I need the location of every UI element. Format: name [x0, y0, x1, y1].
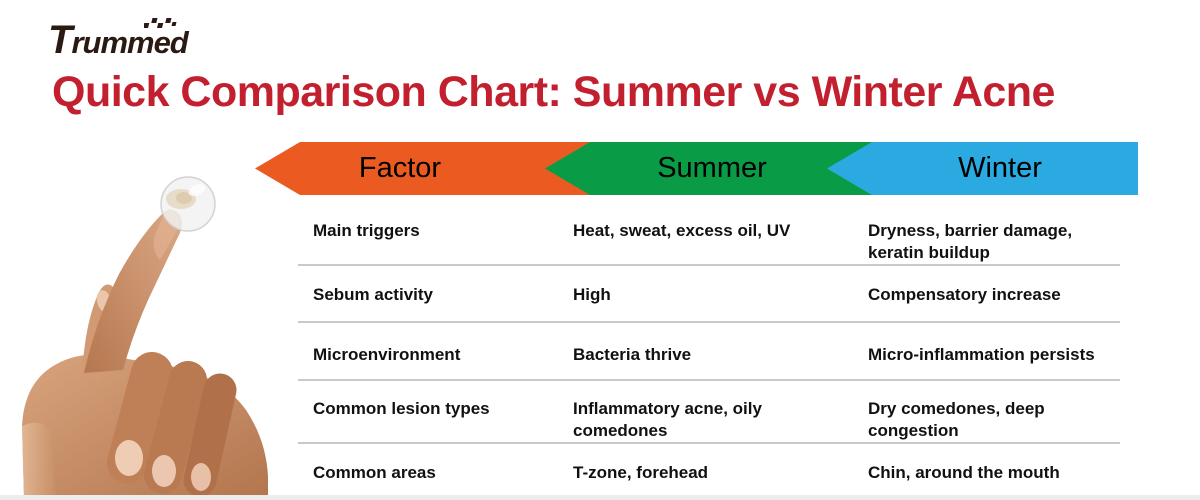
cell-factor: Common lesion types — [313, 399, 490, 418]
brand-logo: Trummed — [48, 18, 189, 62]
acne-patch — [160, 176, 216, 232]
table-row: Microenvironment Bacteria thrive Micro-i… — [298, 323, 1120, 381]
hand-wrist-highlight — [22, 422, 56, 498]
cell-winter: Chin, around the mouth — [868, 463, 1060, 482]
cell-summer: Heat, sweat, excess oil, UV — [573, 221, 791, 240]
column-header-summer: Summer — [657, 152, 767, 184]
cell-factor: Sebum activity — [313, 285, 433, 304]
cell-summer: High — [573, 285, 611, 304]
header-chevron-winter — [827, 142, 1138, 195]
comparison-table: Main triggers Heat, sweat, excess oil, U… — [298, 205, 1120, 494]
table-row: Common areas T-zone, forehead Chin, arou… — [298, 444, 1120, 494]
cell-summer: Inflammatory acne, oily comedones — [573, 399, 762, 440]
cell-winter: Dryness, barrier damage, keratin buildup — [868, 221, 1073, 262]
finger-nail — [152, 455, 176, 487]
table-row: Main triggers Heat, sweat, excess oil, U… — [298, 205, 1120, 266]
finger-nail — [191, 463, 211, 491]
cell-winter: Micro-inflammation persists — [868, 345, 1095, 364]
finger-nail — [115, 440, 143, 476]
cell-factor: Main triggers — [313, 221, 420, 240]
page-title: Quick Comparison Chart: Summer vs Winter… — [52, 68, 1055, 116]
brand-name: Trummed — [48, 18, 189, 62]
header-chevron-summer — [545, 142, 875, 195]
cell-summer: Bacteria thrive — [573, 345, 692, 364]
column-header-winter: Winter — [958, 152, 1042, 184]
table-header-band: Factor Summer Winter — [255, 142, 1138, 195]
table-row: Sebum activity High Compensatory increas… — [298, 266, 1120, 323]
cell-winter: Compensatory increase — [868, 285, 1061, 304]
cell-summer: T-zone, forehead — [573, 463, 709, 482]
header-chevron-factor — [255, 142, 595, 195]
hand-with-acne-patch-photo — [22, 176, 268, 498]
bottom-border — [0, 495, 1200, 500]
column-header-factor: Factor — [358, 152, 442, 184]
checkered-flag-icon — [144, 18, 177, 28]
cell-factor: Microenvironment — [313, 345, 461, 364]
cell-factor: Common areas — [313, 463, 436, 482]
table-row: Common lesion types Inflammatory acne, o… — [298, 381, 1120, 444]
cell-winter: Dry comedones, deep congestion — [868, 399, 1045, 440]
